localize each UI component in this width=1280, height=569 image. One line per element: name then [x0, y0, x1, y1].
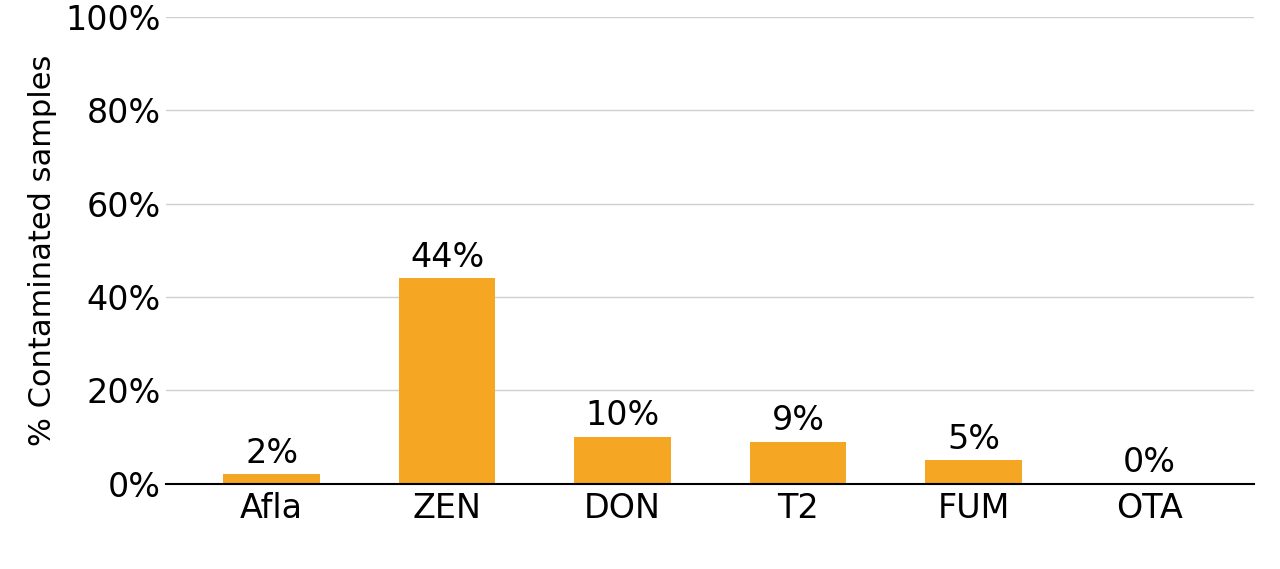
- Text: 5%: 5%: [947, 423, 1000, 456]
- Text: 44%: 44%: [410, 241, 484, 274]
- Bar: [575, 437, 671, 484]
- Bar: [750, 442, 846, 484]
- Y-axis label: % Contaminated samples: % Contaminated samples: [28, 55, 58, 446]
- Bar: [925, 460, 1021, 484]
- Bar: [224, 475, 320, 484]
- Text: 9%: 9%: [772, 404, 824, 437]
- Bar: [399, 278, 495, 484]
- Text: 2%: 2%: [246, 436, 298, 469]
- Text: 10%: 10%: [585, 399, 659, 432]
- Text: 0%: 0%: [1123, 446, 1175, 479]
